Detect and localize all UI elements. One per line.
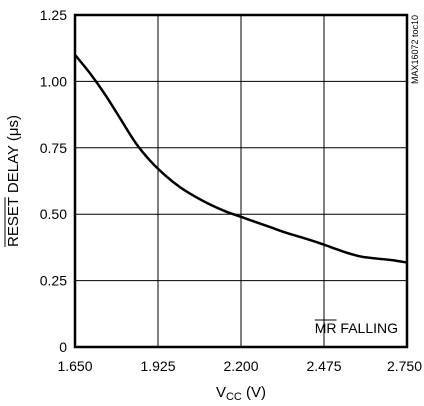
x-axis-label-main: V: [216, 384, 226, 401]
annotation-overlined: MR: [315, 320, 337, 336]
plot-frame: [73, 13, 409, 349]
y-tick-label: 0.50: [40, 206, 67, 222]
y-axis-label-overlined: RESET: [5, 197, 22, 247]
watermark-group: MAX16072 toc10: [410, 15, 420, 84]
y-axis-label-group: RESET DELAY (μs): [4, 115, 22, 248]
x-tick-label: 1.925: [140, 358, 175, 374]
annotation-mr-falling: MR FALLING: [315, 320, 398, 336]
grid-lines: [75, 15, 407, 347]
watermark-label: MAX16072 toc10: [410, 15, 420, 84]
x-axis-label-unit: (V): [242, 384, 266, 401]
y-tick-label: 0.25: [40, 273, 67, 289]
y-tick-label: 0: [59, 339, 67, 355]
curve-layer: [74, 54, 408, 264]
x-tick-label: 2.475: [306, 358, 341, 374]
y-axis-label: RESET DELAY (μs): [5, 115, 22, 247]
x-tick-label: 1.650: [57, 358, 92, 374]
reset-delay-curve: [74, 54, 408, 264]
x-axis-tick-labels: 1.650 1.925 2.200 2.475 2.750: [57, 358, 422, 374]
y-axis-tick-labels: 0 0.25 0.50 0.75 1.00 1.25: [40, 7, 67, 355]
x-axis-label-subscript: CC: [226, 391, 242, 403]
y-axis-label-rest: DELAY (μs): [5, 115, 22, 197]
annotation-rest: FALLING: [337, 320, 398, 336]
x-axis-label: VCC (V): [216, 384, 266, 403]
y-tick-label: 1.25: [40, 7, 67, 23]
y-tick-label: 0.75: [40, 140, 67, 156]
x-tick-label: 2.750: [387, 358, 422, 374]
x-tick-label: 2.200: [223, 358, 258, 374]
y-tick-label: 1.00: [40, 73, 67, 89]
